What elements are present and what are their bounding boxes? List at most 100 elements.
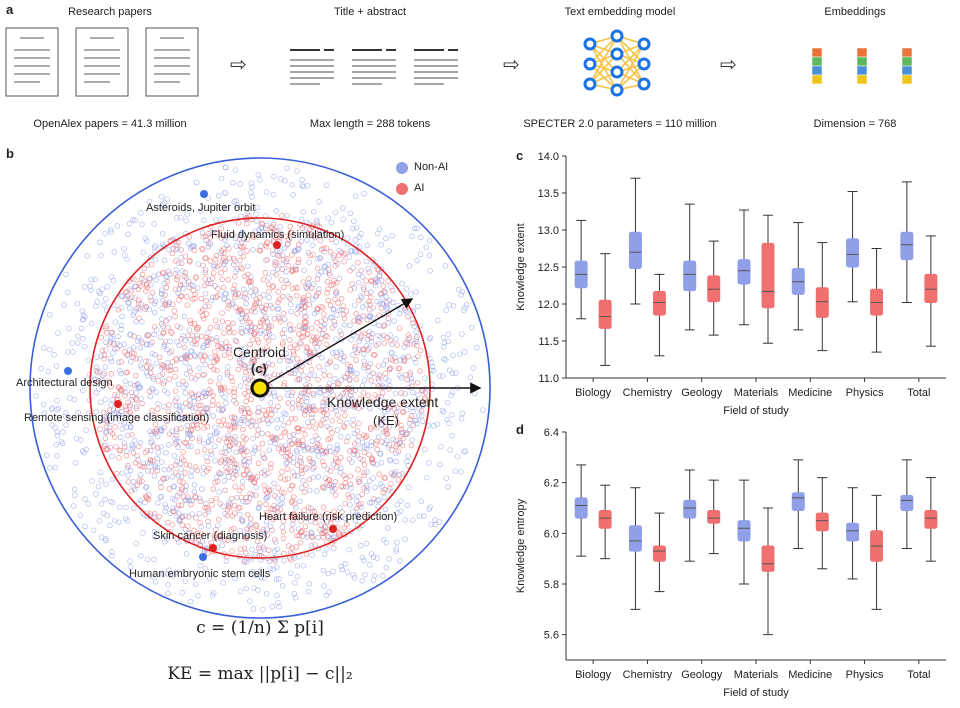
centroid-label: Centroid (233, 344, 286, 360)
annotation-fluid-dynamics: Fluid dynamics (simulation) (211, 229, 345, 241)
point-remote-sensing (114, 400, 122, 408)
arrow-icon-2: ⇨ (503, 54, 520, 76)
knowledge-entropy-boxplot: 5.6 5.8 6.0 6.2 6.4 Biology Chemistry Geology Ma… (515, 427, 946, 699)
x-tick-label: Total (907, 387, 930, 399)
x-tick-label: Biology (575, 387, 612, 399)
annotation-asteroids: Asteroids, Jupiter orbit (146, 202, 256, 214)
panel-letter-d: d (516, 422, 524, 437)
x-axis-label: Field of study (723, 405, 789, 417)
panel-a-graphics (5, 27, 913, 97)
box-ai-medicine (815, 242, 829, 352)
y-tick-label: 5.8 (544, 579, 559, 591)
y-tick-label: 11.5 (538, 336, 559, 348)
annotation-remote-sensing: Remote sensing (image classification) (24, 412, 210, 424)
x-tick-label: Materials (734, 387, 779, 399)
y-axis-label: Knowledge extent (515, 223, 527, 310)
centroid-symbol: (c) (251, 361, 267, 376)
paper-scatter (33, 164, 486, 613)
y-tick-label: 11.0 (538, 373, 559, 385)
knowledge-extent-label: Knowledge extent (327, 394, 439, 410)
y-tick-label: 6.4 (544, 427, 559, 439)
stage-subtitle-papers: OpenAlex papers = 41.3 million (33, 118, 187, 130)
y-tick-label: 12.0 (538, 299, 559, 311)
stage-title-model: Text embedding model (564, 6, 676, 18)
x-tick-label: Chemistry (623, 669, 673, 681)
knowledge-extent-boxplot: 11.0 11.5 12.0 12.5 13.0 13.5 14.0 Biology Chemi… (515, 151, 946, 417)
box-ai-geology (707, 479, 721, 555)
arrow-icon-3: ⇨ (720, 54, 737, 76)
legend-label-ai: AI (414, 182, 425, 194)
embedding-vectors-icon (811, 47, 913, 85)
box-ai-medicine (815, 477, 829, 570)
centroid-marker (250, 378, 270, 398)
point-skin-cancer (209, 544, 217, 552)
stage-subtitle-abstract: Max length = 288 tokens (309, 118, 431, 130)
y-tick-label: 6.0 (544, 528, 559, 540)
x-tick-label: Geology (681, 669, 722, 681)
panel-letter-a: a (6, 2, 14, 17)
x-tick-label: Medicine (788, 387, 832, 399)
document-icons (5, 27, 199, 97)
box-non-ai-chemistry (628, 177, 642, 305)
y-tick-label: 12.5 (538, 262, 559, 274)
box-ai-physics (870, 494, 884, 610)
box-non-ai-materials (737, 479, 751, 585)
legend-marker-ai (396, 183, 408, 195)
abstract-text-icons (290, 49, 458, 85)
annotation-heart-failure: Heart failure (risk prediction) (259, 511, 398, 523)
legend-marker-non-ai (396, 162, 408, 174)
box-non-ai-geology (683, 469, 697, 562)
box-non-ai-biology (574, 464, 588, 557)
x-axis-label: Field of study (723, 687, 789, 699)
box-non-ai-physics (846, 191, 860, 303)
y-tick-label: 13.0 (538, 225, 559, 237)
x-tick-label: Biology (575, 669, 612, 681)
box-ai-chemistry (652, 512, 666, 593)
annotation-stem-cells: Human embryonic stem cells (129, 568, 271, 580)
x-tick-label: Total (907, 669, 930, 681)
box-non-ai-medicine (791, 222, 805, 331)
x-tick-label: Physics (846, 387, 884, 399)
point-stem-cells (199, 553, 207, 561)
point-heart-failure (329, 525, 337, 533)
box-non-ai-chemistry (628, 487, 642, 610)
box-non-ai-biology (574, 219, 588, 320)
x-tick-label: Geology (681, 387, 722, 399)
box-ai-chemistry (652, 273, 666, 357)
y-tick-label: 6.2 (544, 478, 559, 490)
box-ai-total (924, 477, 938, 562)
stage-title-abstract: Title + abstract (333, 6, 407, 18)
box-ai-geology (707, 240, 721, 336)
box-ai-biology (598, 484, 612, 560)
panel-letter-c: c (516, 148, 524, 163)
box-non-ai-materials (737, 209, 751, 326)
point-fluid-dynamics (273, 241, 281, 249)
box-ai-materials (761, 507, 775, 636)
legend-label-non-ai: Non-AI (414, 161, 449, 173)
x-tick-label: Materials (734, 669, 779, 681)
knowledge-extent-symbol: (KE) (373, 413, 399, 428)
box-ai-physics (870, 248, 884, 353)
stage-title-papers: Research papers (68, 6, 152, 18)
box-ai-materials (761, 214, 775, 344)
neural-network-icon (583, 29, 651, 97)
annotation-skin-cancer: Skin cancer (diagnosis) (153, 530, 268, 542)
panel-letter-b: b (6, 146, 14, 161)
y-tick-label: 5.6 (544, 630, 559, 642)
stage-subtitle-embeddings: Dimension = 768 (813, 118, 897, 130)
x-tick-label: Medicine (788, 669, 832, 681)
centroid-formula: c = (1/n) Σ p[i] (196, 618, 324, 638)
x-tick-label: Chemistry (623, 387, 673, 399)
radius-arrow-inner (259, 298, 414, 389)
outer-circle (29, 157, 491, 619)
embedding-space-plot (29, 157, 491, 619)
box-non-ai-total (900, 459, 914, 550)
arrow-icon-1: ⇨ (230, 54, 247, 76)
box-non-ai-physics (846, 487, 860, 580)
box-non-ai-medicine (791, 459, 805, 550)
point-asteroids (200, 190, 208, 198)
y-tick-label: 13.5 (538, 188, 559, 200)
box-non-ai-geology (683, 203, 697, 331)
stage-title-embeddings: Embeddings (824, 6, 886, 18)
annotation-architectural-design: Architectural design (16, 377, 113, 389)
